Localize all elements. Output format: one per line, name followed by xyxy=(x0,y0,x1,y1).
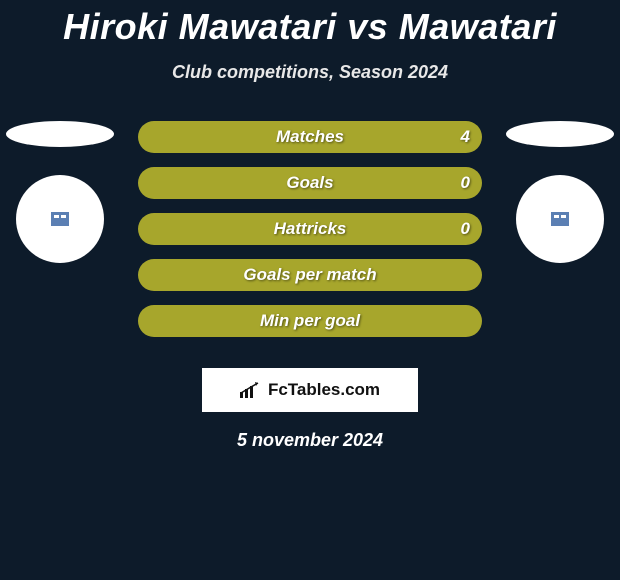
right-player-column xyxy=(500,121,620,263)
brand-text: FcTables.com xyxy=(268,380,380,400)
stat-right-value: 0 xyxy=(461,219,470,239)
stat-label: Goals per match xyxy=(243,265,376,285)
stat-label: Goals xyxy=(286,173,333,193)
left-player-column xyxy=(0,121,120,263)
stat-row-goals-per-match: Goals per match xyxy=(138,259,482,291)
placeholder-icon xyxy=(551,212,569,226)
stat-row-matches: Matches 4 xyxy=(138,121,482,153)
stats-list: Matches 4 Goals 0 Hattricks 0 Goals per … xyxy=(138,121,482,337)
right-flag-ellipse xyxy=(506,121,614,147)
stat-row-hattricks: Hattricks 0 xyxy=(138,213,482,245)
right-club-circle xyxy=(516,175,604,263)
brand-box: FcTables.com xyxy=(202,368,418,412)
page-title: Hiroki Mawatari vs Mawatari xyxy=(0,0,620,48)
stat-right-value: 4 xyxy=(461,127,470,147)
left-club-circle xyxy=(16,175,104,263)
placeholder-icon xyxy=(51,212,69,226)
chart-icon xyxy=(240,382,262,398)
stat-label: Matches xyxy=(276,127,344,147)
stat-row-goals: Goals 0 xyxy=(138,167,482,199)
left-flag-ellipse xyxy=(6,121,114,147)
stat-row-min-per-goal: Min per goal xyxy=(138,305,482,337)
page-subtitle: Club competitions, Season 2024 xyxy=(0,62,620,83)
stat-right-value: 0 xyxy=(461,173,470,193)
stat-label: Hattricks xyxy=(274,219,347,239)
comparison-content: Matches 4 Goals 0 Hattricks 0 Goals per … xyxy=(0,121,620,346)
date-text: 5 november 2024 xyxy=(0,430,620,451)
stat-label: Min per goal xyxy=(260,311,360,331)
